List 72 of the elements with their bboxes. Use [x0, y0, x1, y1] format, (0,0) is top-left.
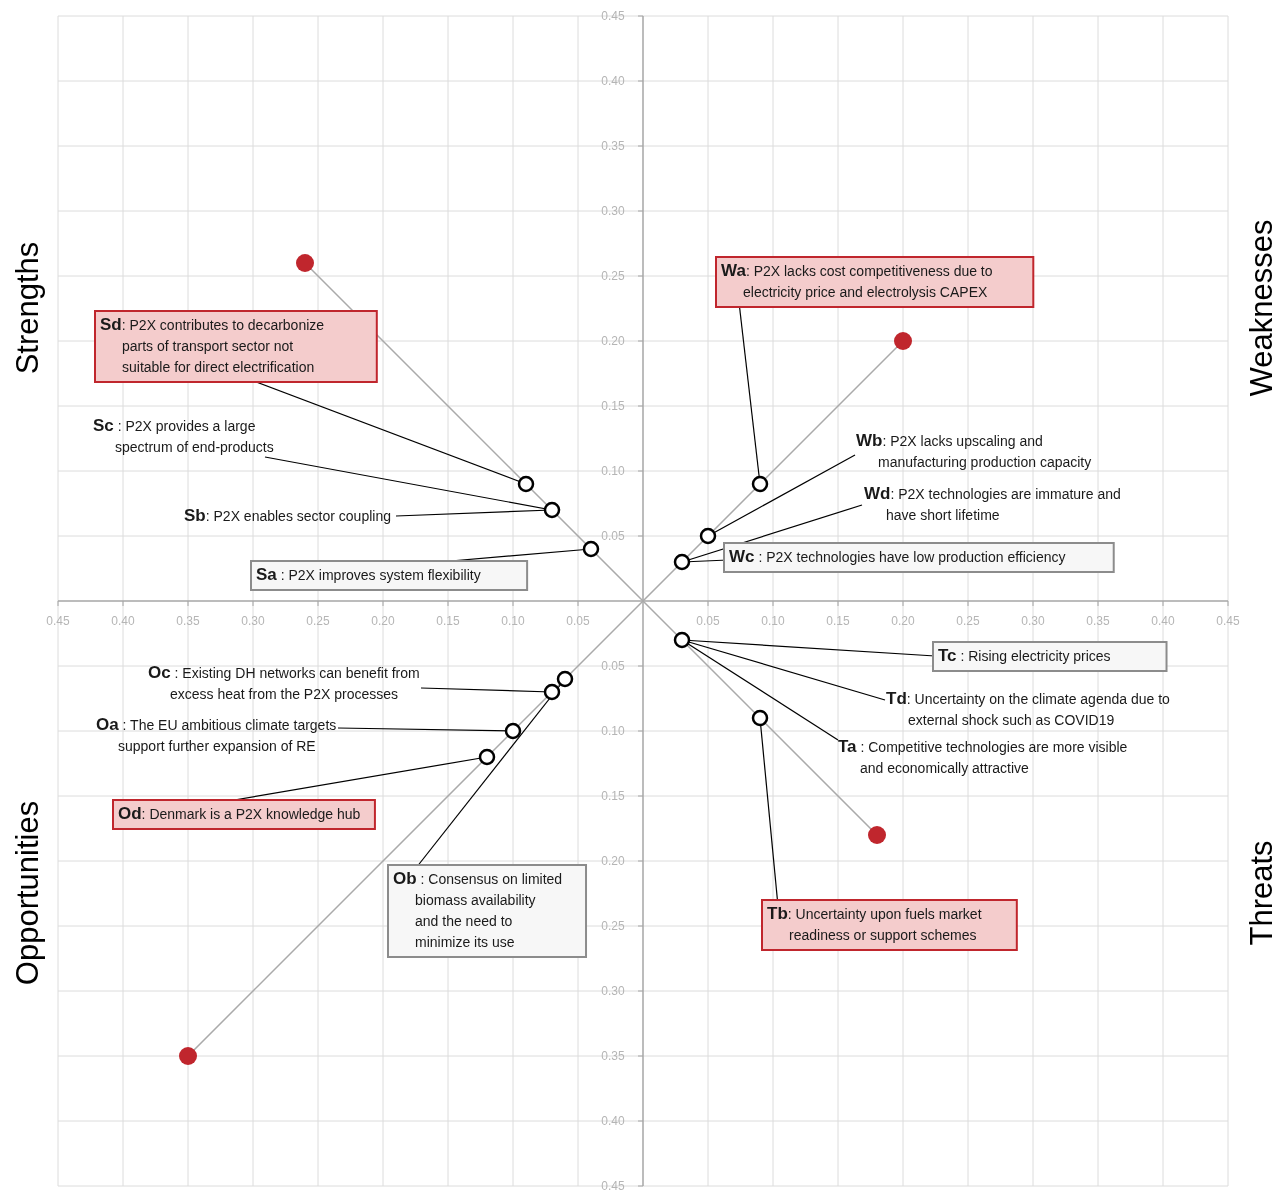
x-tick-label: 0.10 — [501, 614, 525, 628]
x-tick-label: 0.05 — [696, 614, 720, 628]
y-tick-label: 0.30 — [601, 204, 625, 218]
x-tick-label: 0.40 — [111, 614, 135, 628]
text: Weaknesses — [1244, 219, 1279, 397]
point — [868, 826, 886, 844]
point — [543, 683, 561, 701]
point — [673, 553, 691, 571]
point — [556, 670, 574, 688]
annotation: Sa : P2X improves system flexibility — [256, 565, 481, 584]
x-tick-label: 0.40 — [1151, 614, 1175, 628]
text: Opportunities — [10, 800, 45, 986]
x-tick-label: 0.15 — [436, 614, 460, 628]
point — [179, 1047, 197, 1065]
x-tick-label: 0.35 — [176, 614, 200, 628]
x-tick-label: 0.20 — [891, 614, 915, 628]
point — [478, 748, 496, 766]
y-tick-label: 0.25 — [601, 919, 625, 933]
point — [751, 475, 769, 493]
y-tick-label: 0.10 — [601, 724, 625, 738]
annotation: Tb: Uncertainty upon fuels market readiness or support schemes — [767, 904, 982, 943]
x-tick-label: 0.05 — [566, 614, 590, 628]
x-tick-label: 0.25 — [306, 614, 330, 628]
point — [673, 631, 691, 649]
point — [582, 540, 600, 558]
annotation: Wa: P2X lacks cost competitiveness due to electricity price and electrolysis CAPEX — [721, 261, 993, 300]
annotation: Wc : P2X technologies have low production efficiency — [729, 547, 1066, 566]
y-tick-label: 0.35 — [601, 1049, 625, 1063]
x-tick-label: 0.10 — [761, 614, 785, 628]
point — [543, 501, 561, 519]
y-tick-label: 0.05 — [601, 529, 625, 543]
y-tick-label: 0.45 — [601, 1179, 625, 1191]
x-tick-label: 0.30 — [241, 614, 265, 628]
y-tick-label: 0.10 — [601, 464, 625, 478]
point — [296, 254, 314, 272]
y-tick-label: 0.40 — [601, 1114, 625, 1128]
y-tick-label: 0.30 — [601, 984, 625, 998]
annotation: Sd: P2X contributes to decarbonize parts of transport sector not suitable for direct electrification — [100, 315, 325, 375]
annotation: Ob : Consensus on limited biomass availability and the need to minimize its use — [393, 869, 563, 950]
point — [751, 709, 769, 727]
annotation: Td: Uncertainty on the climate agenda due to external shock such as COVID19 — [886, 689, 1171, 728]
text: Threats — [1244, 840, 1279, 946]
x-tick-label: 0.20 — [371, 614, 395, 628]
x-tick-label: 0.35 — [1086, 614, 1110, 628]
y-tick-label: 0.40 — [601, 74, 625, 88]
y-tick-label: 0.15 — [601, 399, 625, 413]
x-tick-label: 0.15 — [826, 614, 850, 628]
y-tick-label: 0.45 — [601, 9, 625, 23]
x-tick-label: 0.45 — [46, 614, 70, 628]
y-tick-label: 0.35 — [601, 139, 625, 153]
y-tick-label: 0.25 — [601, 269, 625, 283]
annotation: Wd: P2X technologies are immature and have short lifetime — [864, 484, 1121, 523]
text: Strengths — [10, 241, 45, 375]
y-tick-label: 0.15 — [601, 789, 625, 803]
point — [517, 475, 535, 493]
point — [699, 527, 717, 545]
annotation: Od: Denmark is a P2X knowledge hub — [118, 804, 361, 823]
annotation: Tc : Rising electricity prices — [938, 646, 1111, 665]
annotation: Sb: P2X enables sector coupling — [184, 506, 391, 525]
annotation: Wb: P2X lacks upscaling and manufacturing production capacity — [856, 431, 1092, 470]
y-tick-label: 0.05 — [601, 659, 625, 673]
point — [894, 332, 912, 350]
annotation: Oc : Existing DH networks can benefit from excess heat from the P2X processes — [148, 663, 420, 702]
x-tick-label: 0.30 — [1021, 614, 1045, 628]
annotation: Sc : P2X provides a large spectrum of end-products — [93, 416, 274, 455]
x-tick-label: 0.25 — [956, 614, 980, 628]
y-tick-label: 0.20 — [601, 854, 625, 868]
annotation: Ta : Competitive technologies are more visible and economically attractive — [838, 737, 1128, 776]
x-tick-label: 0.45 — [1216, 614, 1240, 628]
annotation: Oa : The EU ambitious climate targets support further expansion of RE — [96, 715, 337, 754]
y-tick-label: 0.20 — [601, 334, 625, 348]
point — [504, 722, 522, 740]
